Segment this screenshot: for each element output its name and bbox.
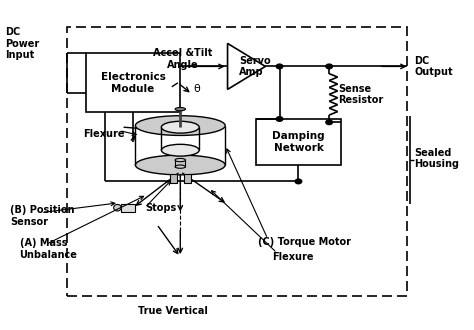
FancyBboxPatch shape: [256, 119, 341, 165]
Text: (A) Mass
Unbalance: (A) Mass Unbalance: [19, 238, 77, 260]
Text: (C) Torque Motor: (C) Torque Motor: [258, 237, 351, 247]
Ellipse shape: [136, 116, 225, 135]
Text: Electronics
Module: Electronics Module: [100, 72, 165, 94]
Ellipse shape: [175, 158, 185, 162]
Text: θ: θ: [193, 84, 200, 94]
Text: Sealed
Housing: Sealed Housing: [414, 148, 459, 169]
Circle shape: [276, 117, 283, 121]
Text: DC
Power
Input: DC Power Input: [5, 27, 40, 60]
Text: Stops: Stops: [145, 203, 176, 213]
Ellipse shape: [161, 144, 199, 156]
FancyBboxPatch shape: [170, 174, 177, 183]
Text: DC
Output: DC Output: [414, 56, 453, 77]
Ellipse shape: [114, 204, 121, 211]
Text: Flexure: Flexure: [273, 252, 314, 262]
FancyBboxPatch shape: [86, 53, 180, 113]
Circle shape: [326, 120, 332, 125]
Ellipse shape: [175, 108, 185, 111]
Text: True Vertical: True Vertical: [138, 306, 208, 316]
FancyBboxPatch shape: [121, 204, 136, 212]
Ellipse shape: [161, 121, 199, 133]
Text: Damping
Network: Damping Network: [272, 131, 325, 153]
Text: Accel &Tilt
Angle: Accel &Tilt Angle: [153, 48, 212, 70]
Text: (B) Position
Sensor: (B) Position Sensor: [10, 205, 74, 227]
FancyBboxPatch shape: [183, 174, 191, 183]
Text: Flexure: Flexure: [83, 129, 125, 139]
Circle shape: [276, 64, 283, 69]
Ellipse shape: [175, 165, 185, 168]
Ellipse shape: [136, 155, 225, 175]
FancyBboxPatch shape: [67, 27, 407, 296]
Circle shape: [326, 64, 332, 69]
Text: Servo
Amp: Servo Amp: [239, 56, 271, 77]
Text: Sense
Resistor: Sense Resistor: [338, 83, 384, 105]
Polygon shape: [228, 44, 265, 89]
Circle shape: [295, 179, 302, 184]
